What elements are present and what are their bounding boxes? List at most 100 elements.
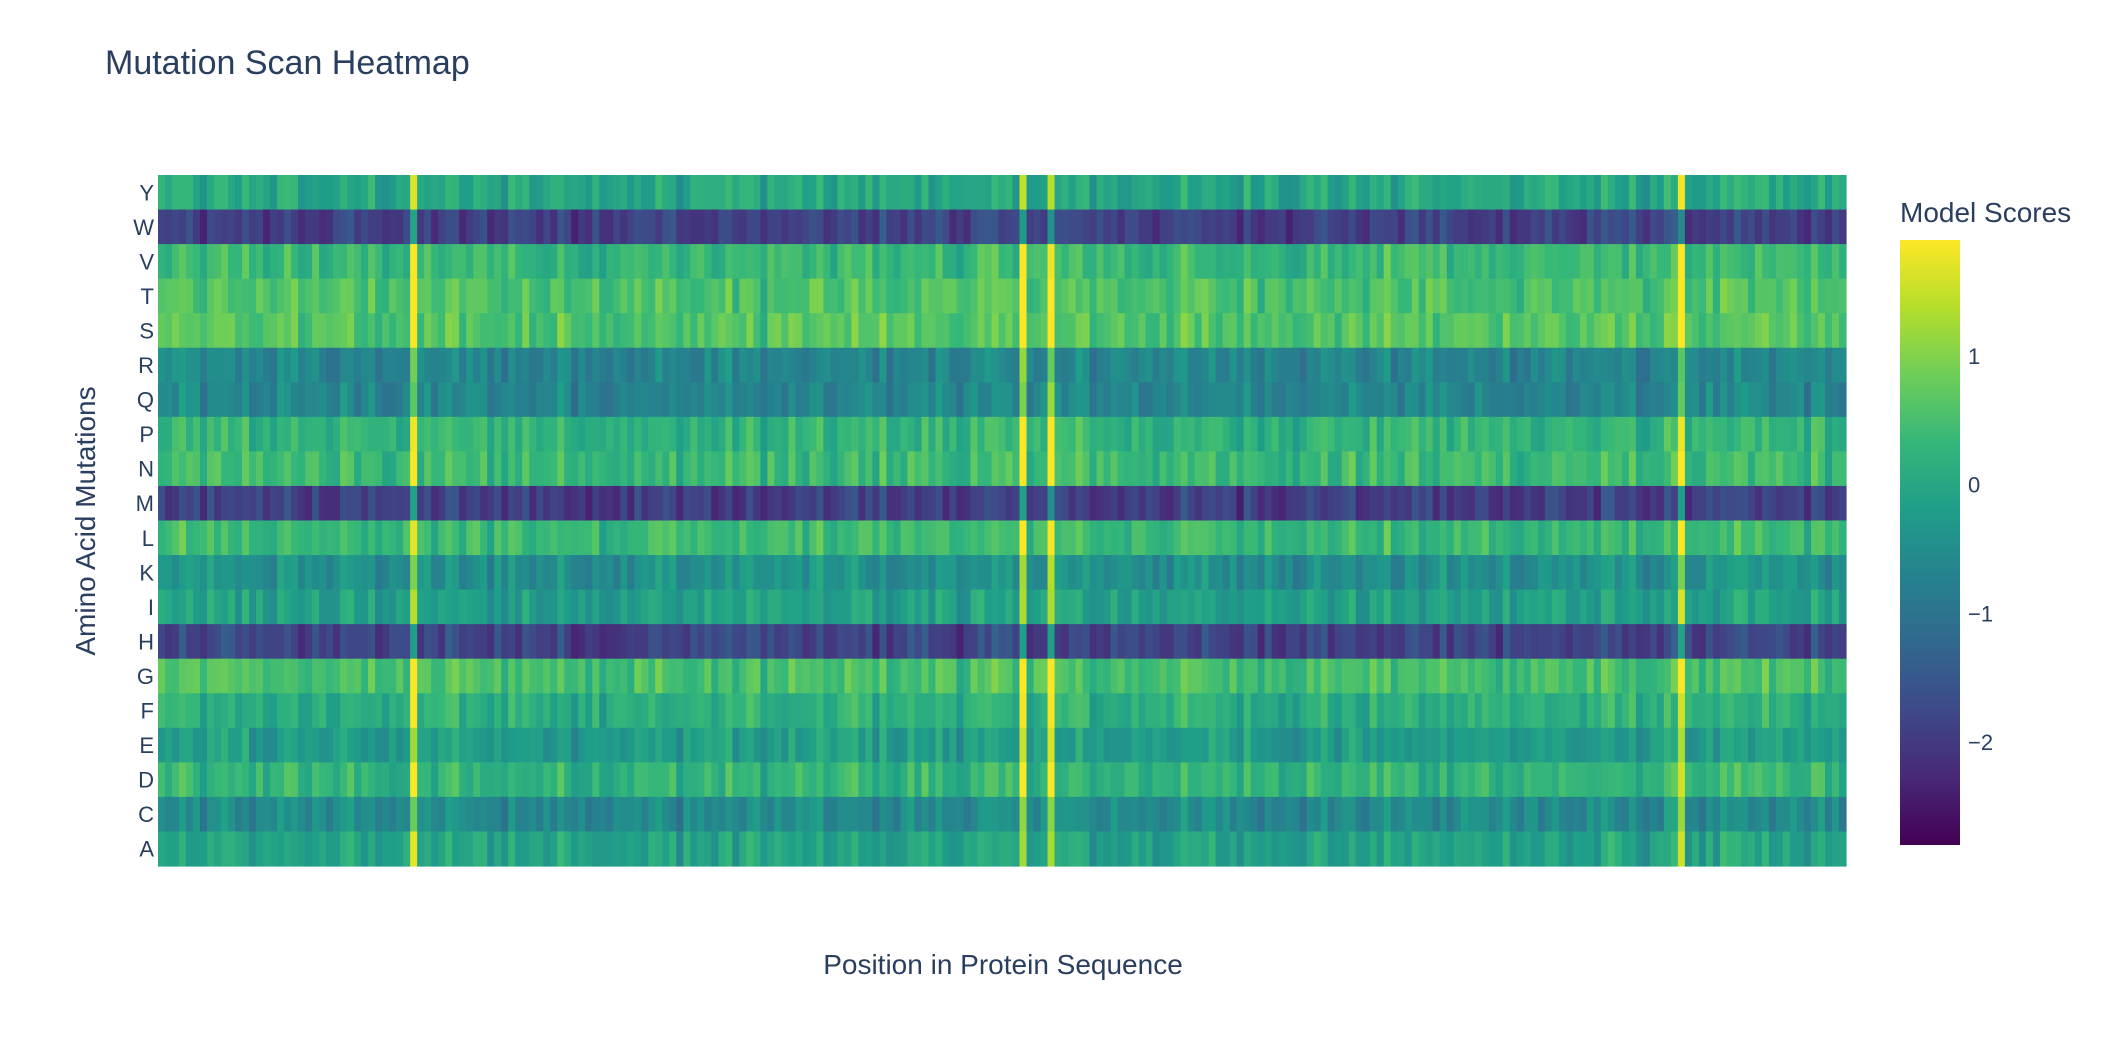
- heatmap-cell: [1369, 520, 1378, 556]
- heatmap-cell: [179, 347, 187, 383]
- heatmap-cell: [193, 313, 201, 349]
- heatmap-cell: [1803, 382, 1812, 418]
- heatmap-cell: [1432, 658, 1441, 694]
- heatmap-cell: [1726, 762, 1735, 798]
- heatmap-cell: [1390, 831, 1399, 867]
- heatmap-cell: [935, 555, 944, 591]
- heatmap-cell: [970, 313, 979, 349]
- heatmap-cell: [305, 278, 313, 314]
- heatmap-cell: [1012, 451, 1021, 487]
- heatmap-cell: [1768, 589, 1777, 625]
- heatmap-cell: [809, 624, 817, 660]
- heatmap-cell: [1551, 658, 1560, 694]
- heatmap-cell: [1005, 485, 1014, 522]
- heatmap-cell: [1054, 416, 1063, 452]
- heatmap-cell: [1145, 727, 1154, 763]
- heatmap-cell: [1054, 485, 1063, 522]
- heatmap-cell: [690, 416, 698, 452]
- heatmap-cell: [1502, 278, 1511, 314]
- y-tick-label: C: [138, 802, 154, 827]
- heatmap-cell: [1649, 693, 1658, 729]
- heatmap-cell: [1691, 485, 1700, 522]
- heatmap-cell: [1733, 451, 1742, 487]
- heatmap-cell: [1278, 416, 1287, 452]
- heatmap-cell: [1684, 796, 1693, 833]
- heatmap-cell: [361, 451, 369, 487]
- heatmap-cell: [214, 382, 222, 418]
- heatmap-cell: [865, 727, 874, 763]
- heatmap-cell: [963, 796, 972, 833]
- heatmap-cell: [550, 555, 558, 591]
- heatmap-cell: [410, 693, 418, 729]
- heatmap-cell: [1208, 485, 1217, 522]
- heatmap-cell: [172, 485, 180, 522]
- heatmap-cell: [858, 589, 867, 625]
- heatmap-cell: [746, 762, 754, 798]
- heatmap-cell: [1383, 624, 1392, 660]
- heatmap-cell: [1397, 347, 1406, 383]
- heatmap-cell: [1145, 658, 1154, 694]
- heatmap-cell: [571, 727, 579, 763]
- heatmap-cell: [795, 209, 803, 245]
- heatmap-cell: [1663, 451, 1672, 487]
- heatmap-cell: [1124, 762, 1133, 798]
- heatmap-cell: [634, 762, 642, 798]
- heatmap-cell: [312, 796, 320, 833]
- heatmap-cell: [487, 209, 495, 245]
- heatmap-cell: [1019, 796, 1028, 833]
- heatmap-cell: [1306, 624, 1315, 660]
- heatmap-cell: [445, 313, 453, 349]
- heatmap-cell: [1292, 658, 1301, 694]
- heatmap-cell: [823, 624, 831, 660]
- heatmap-cell: [1369, 485, 1378, 522]
- heatmap-cell: [592, 244, 600, 280]
- heatmap-cell: [1348, 382, 1357, 418]
- heatmap-cell: [550, 727, 558, 763]
- heatmap-cell: [1712, 658, 1721, 694]
- heatmap-cell: [1271, 831, 1280, 867]
- heatmap-cell: [1663, 555, 1672, 591]
- heatmap-cell: [1817, 796, 1826, 833]
- heatmap-cell: [522, 416, 530, 452]
- heatmap-cell: [312, 520, 320, 556]
- heatmap-cell: [1054, 762, 1063, 798]
- heatmap-cell: [837, 624, 845, 660]
- heatmap-cell: [1537, 727, 1546, 763]
- heatmap-cell: [1369, 589, 1378, 625]
- heatmap-cell: [1439, 175, 1448, 211]
- heatmap-cell: [753, 555, 761, 591]
- heatmap-cell: [333, 796, 341, 833]
- heatmap-cell: [1040, 831, 1049, 867]
- heatmap-cell: [816, 693, 824, 729]
- heatmap-cell: [389, 244, 397, 280]
- heatmap-cell: [522, 382, 530, 418]
- heatmap-cell: [1166, 175, 1175, 211]
- heatmap-cell: [1236, 762, 1245, 798]
- heatmap-cell: [438, 175, 446, 211]
- heatmap-cell: [1243, 762, 1252, 798]
- heatmap-cell: [613, 624, 621, 660]
- heatmap-cell: [1152, 209, 1161, 245]
- heatmap-cell: [193, 278, 201, 314]
- heatmap-cell: [1068, 624, 1077, 660]
- heatmap-cell: [214, 624, 222, 660]
- heatmap-cell: [788, 382, 796, 418]
- heatmap-cell: [396, 658, 404, 694]
- heatmap-cell: [1719, 555, 1728, 591]
- heatmap-cell: [949, 762, 958, 798]
- heatmap-cell: [823, 693, 831, 729]
- heatmap-cell: [991, 313, 1000, 349]
- heatmap-cell: [235, 796, 243, 833]
- heatmap-cell: [592, 624, 600, 660]
- heatmap-cell: [1502, 658, 1511, 694]
- heatmap-cell: [1271, 796, 1280, 833]
- heatmap-cell: [1733, 762, 1742, 798]
- heatmap-cell: [1740, 451, 1749, 487]
- heatmap-cell: [515, 175, 523, 211]
- heatmap-cell: [865, 278, 874, 314]
- heatmap-cell: [711, 451, 719, 487]
- heatmap-cell: [1047, 624, 1056, 660]
- heatmap-cell: [522, 555, 530, 591]
- heatmap-cell: [1761, 520, 1770, 556]
- heatmap-cell: [1733, 382, 1742, 418]
